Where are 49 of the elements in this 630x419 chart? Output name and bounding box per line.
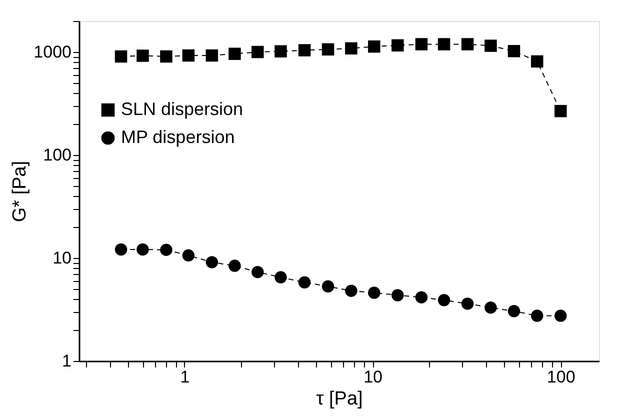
point (345, 284, 358, 297)
point (392, 39, 404, 52)
point (554, 310, 567, 322)
y-tick-label: 10 (52, 248, 72, 268)
y-axis-title: G* [Pa] (10, 160, 31, 222)
point (274, 45, 287, 58)
point (206, 49, 218, 62)
x-tick-label: 100 (546, 368, 576, 386)
point (252, 266, 264, 278)
point (182, 249, 195, 262)
point (368, 40, 380, 53)
y-tick-label: 1000 (34, 42, 72, 62)
point (530, 55, 544, 68)
point (415, 38, 428, 50)
point (345, 42, 358, 54)
legend-label: MP dispersion (121, 127, 235, 147)
y-tick-label: 100 (43, 146, 72, 165)
point (322, 280, 334, 293)
point (554, 104, 567, 118)
y-tick-label: 1 (62, 352, 72, 370)
point (508, 305, 520, 318)
x-axis-title: τ [Pa] (316, 388, 363, 410)
point (274, 271, 287, 284)
point (160, 244, 172, 256)
point (438, 38, 450, 50)
point (298, 44, 311, 56)
point (228, 260, 241, 272)
point (484, 40, 497, 52)
point (530, 310, 544, 322)
point (461, 38, 474, 50)
point (252, 46, 264, 58)
point (322, 43, 334, 56)
point (438, 294, 450, 306)
legend-label: SLN dispersion (121, 99, 244, 119)
x-tick-label: 1 (180, 368, 190, 386)
point (228, 48, 241, 60)
point (136, 50, 149, 62)
point (298, 276, 311, 288)
point (136, 243, 149, 256)
x-tick-label: 10 (364, 368, 382, 386)
point (182, 49, 195, 62)
point (415, 291, 428, 304)
point (484, 301, 497, 314)
point (368, 286, 380, 299)
point (392, 289, 404, 302)
point (508, 44, 520, 58)
point (160, 50, 172, 63)
point (461, 298, 474, 310)
point (206, 256, 218, 268)
